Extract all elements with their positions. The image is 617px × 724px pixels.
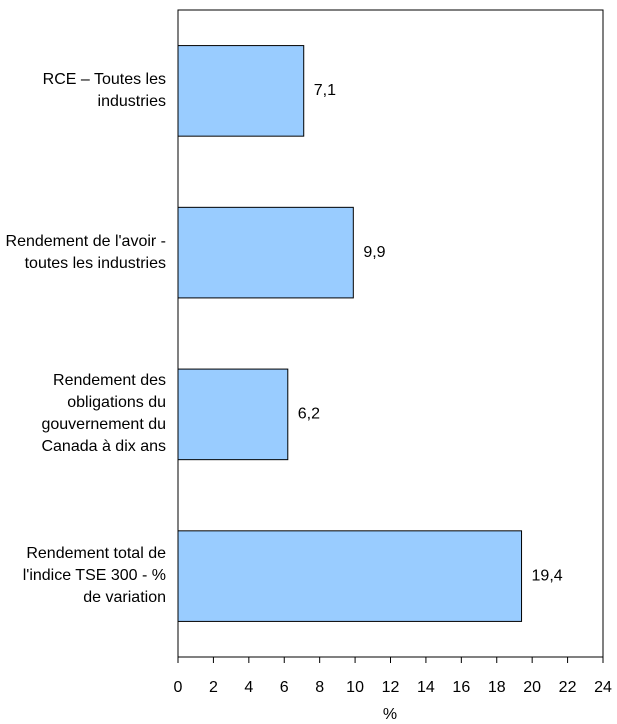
plot-frame: [177, 9, 604, 658]
value-label: 19,4: [532, 567, 563, 584]
x-tick-label: 10: [346, 679, 364, 696]
bar: [177, 368, 289, 461]
x-tick-label: 24: [594, 679, 612, 696]
x-axis-label: %: [383, 706, 397, 723]
bar: [177, 530, 523, 622]
y-tick-label: Rendement de l'avoir - toutes les indust…: [5, 232, 166, 272]
x-tick-label: 4: [244, 679, 253, 696]
x-tick-label: 14: [417, 679, 435, 696]
x-tick-label: 8: [315, 679, 324, 696]
x-tick-label: 18: [488, 679, 506, 696]
x-tick-label: 0: [174, 679, 183, 696]
x-tick-label: 16: [452, 679, 470, 696]
value-label: 6,2: [298, 406, 320, 423]
x-tick-label: 20: [523, 679, 541, 696]
x-tick-label: 2: [209, 679, 218, 696]
x-tick-label: 22: [559, 679, 577, 696]
y-tick-label: RCE – Toutes les industries: [42, 70, 166, 110]
y-tick-label: Rendement total de l'indice TSE 300 - % …: [22, 545, 166, 607]
value-label: 7,1: [314, 82, 336, 99]
value-label: 9,9: [363, 244, 385, 261]
bar: [177, 206, 354, 299]
x-tick-label: 6: [280, 679, 289, 696]
y-tick-label: Rendement des obligations du gouvernemen…: [41, 372, 166, 456]
bar: [177, 45, 305, 137]
x-tick-label: 12: [382, 679, 400, 696]
